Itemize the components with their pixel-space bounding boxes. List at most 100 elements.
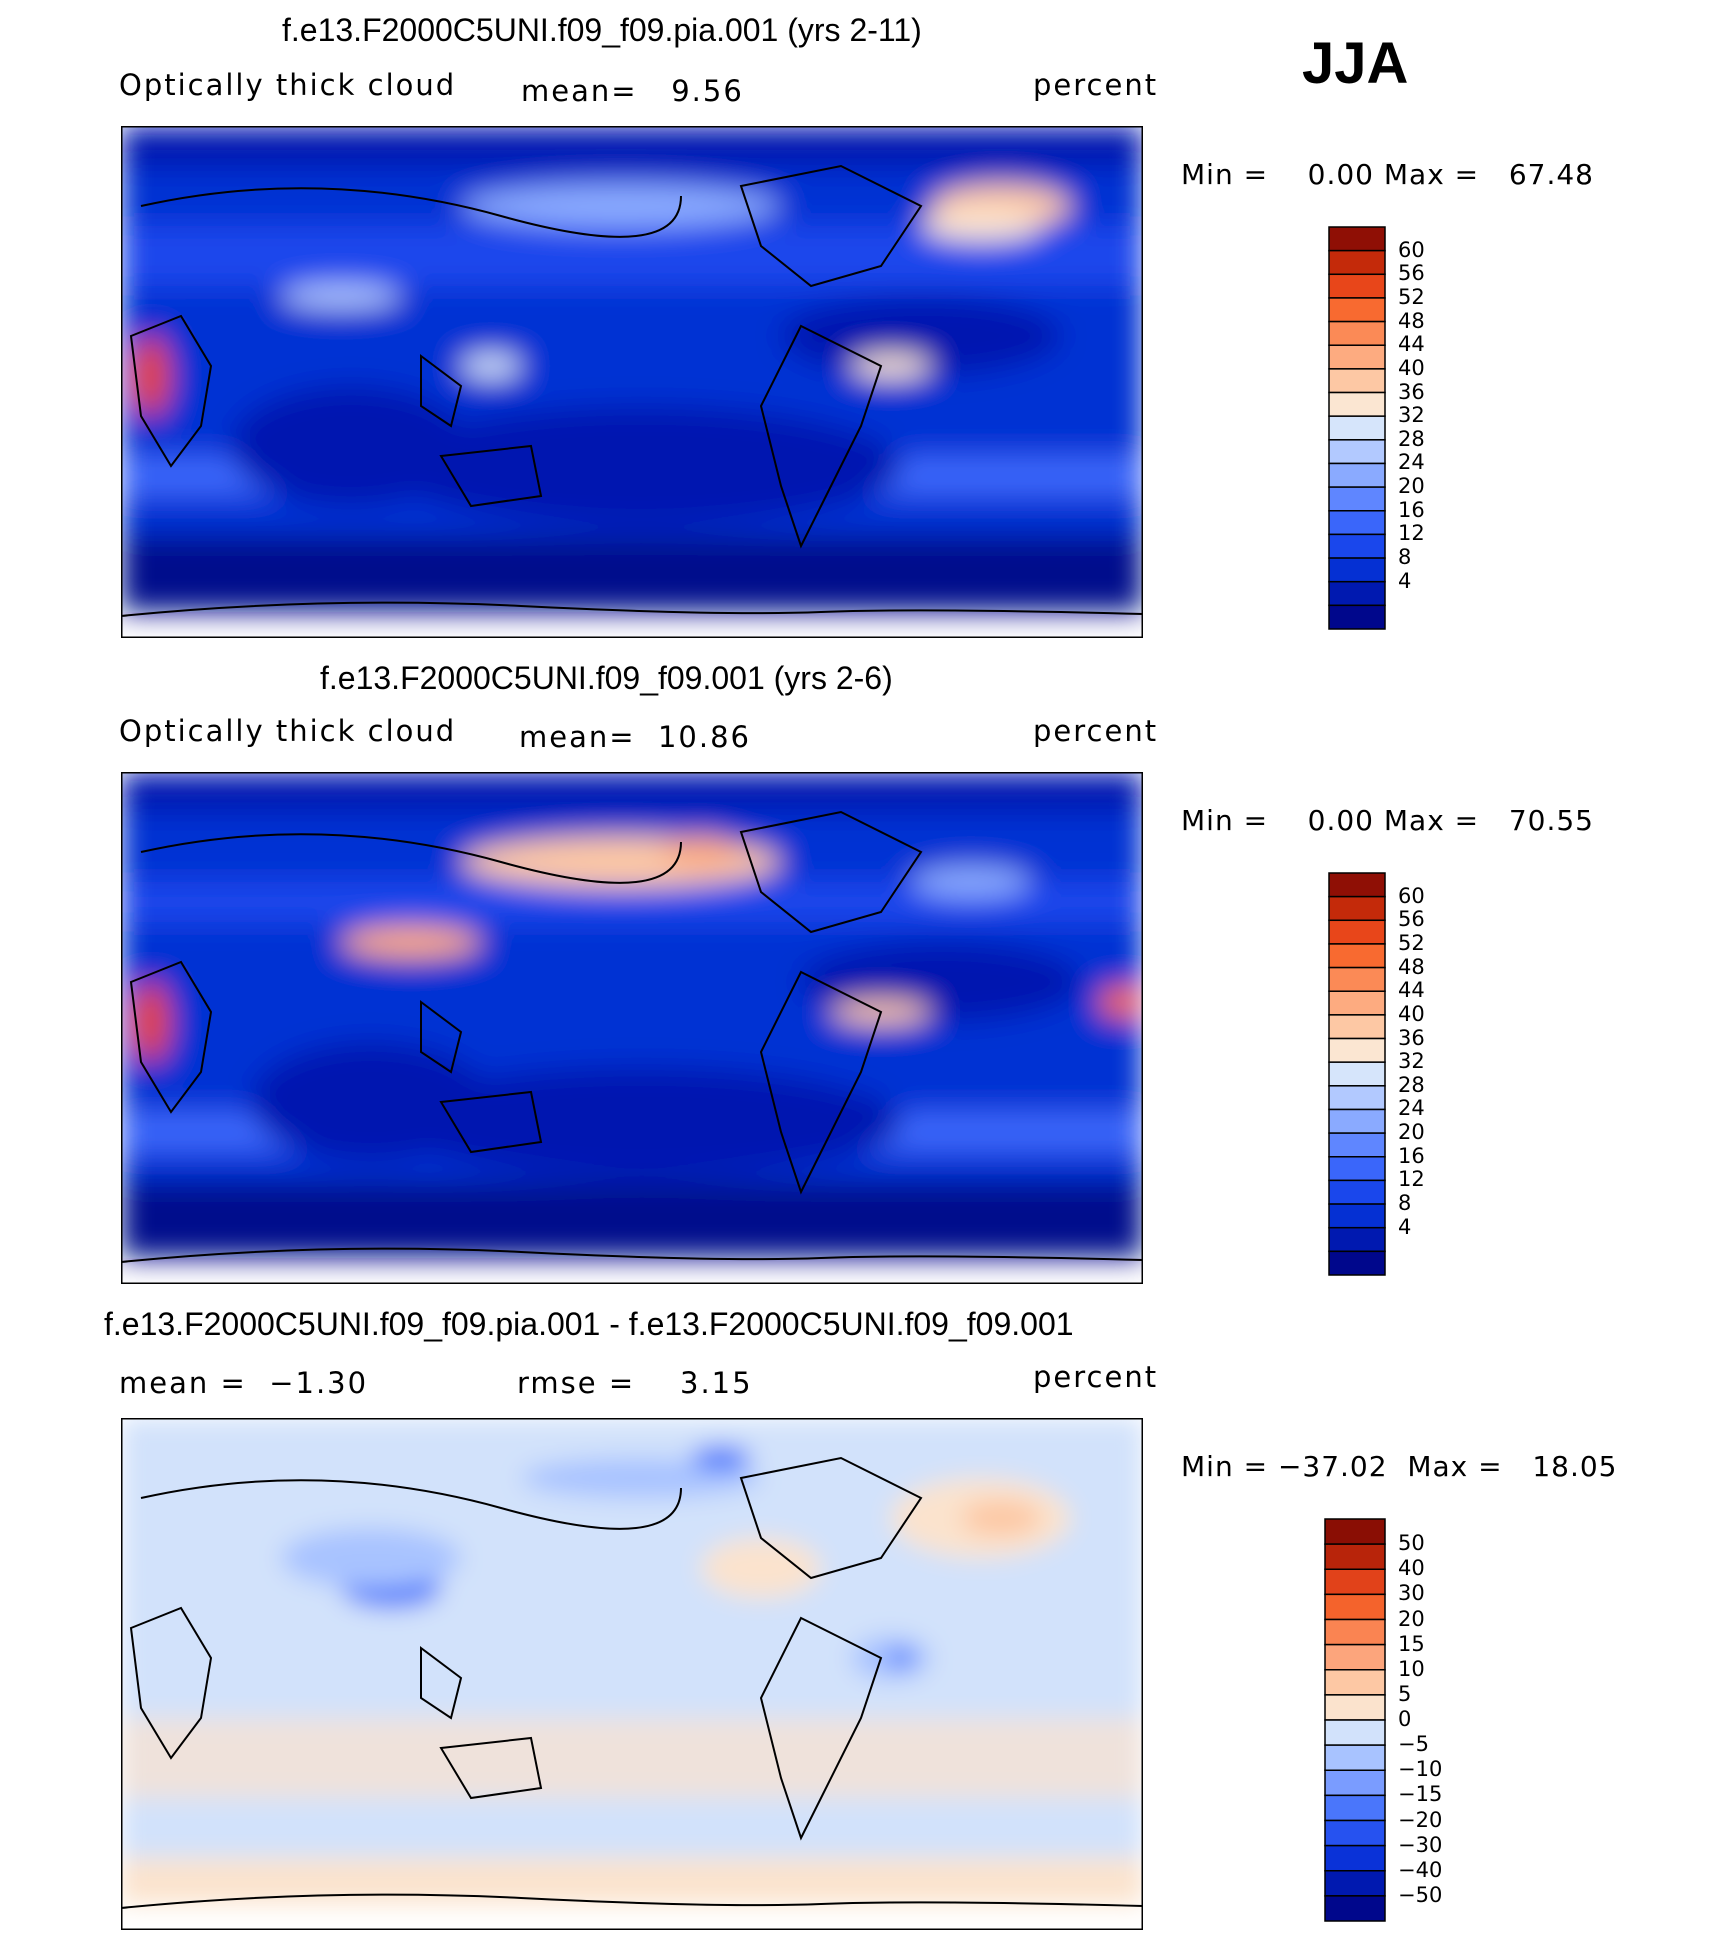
colorbar-tick-label: −50 [1398, 1882, 1443, 1907]
colorbar-tick-label: 20 [1398, 1606, 1425, 1631]
panel2-units: percent [1033, 714, 1159, 748]
colorbar-tick-label: 40 [1398, 355, 1425, 380]
colorbar-swatch [1328, 1085, 1386, 1111]
colorbar-swatch [1324, 1794, 1386, 1822]
colorbar-swatch [1328, 919, 1386, 945]
colorbar-tick-label: 40 [1398, 1556, 1425, 1581]
colorbar-tick-label: 4 [1398, 1214, 1412, 1239]
colorbar-swatch [1328, 1014, 1386, 1040]
panel1-mean: mean= 9.56 [521, 74, 744, 108]
colorbar-tick-label: 60 [1398, 237, 1425, 262]
colorbar-swatch [1328, 273, 1386, 299]
colorbar-swatch [1324, 1643, 1386, 1671]
colorbar-swatch [1324, 1618, 1386, 1646]
colorbar-tick-label: 0 [1398, 1707, 1412, 1731]
colorbar-tick-label: 16 [1398, 1143, 1425, 1168]
colorbar-tick-label: 44 [1398, 332, 1425, 357]
colorbar-swatch [1328, 1108, 1386, 1134]
colorbar-tick-label: −15 [1398, 1782, 1443, 1807]
panel1-colorbar [1328, 226, 1386, 630]
colorbar-tick-label: 30 [1398, 1581, 1425, 1606]
colorbar-swatch [1328, 297, 1386, 323]
colorbar-tick-label: 12 [1398, 1167, 1425, 1192]
colorbar-swatch [1324, 1543, 1386, 1570]
colorbar-swatch [1328, 249, 1386, 276]
season-label: JJA [1302, 31, 1409, 96]
panel1-units: percent [1033, 68, 1159, 102]
panel3-map [121, 1418, 1143, 1930]
colorbar-swatch [1328, 344, 1386, 370]
colorbar-tick-label: 56 [1398, 907, 1425, 932]
colorbar-tick-label: −5 [1398, 1732, 1429, 1757]
colorbar-swatch [1328, 391, 1386, 417]
colorbar-tick-label: 8 [1398, 545, 1412, 570]
colorbar-swatch [1324, 1895, 1386, 1922]
colorbar-tick-label: 36 [1398, 1025, 1425, 1050]
colorbar-tick-label: 44 [1398, 978, 1425, 1003]
colorbar-tick-label: 28 [1398, 1072, 1425, 1097]
colorbar-tick-label: −10 [1398, 1757, 1443, 1782]
panel1-title: f.e13.F2000C5UNI.f09_f09.pia.001 (yrs 2-… [282, 12, 922, 48]
colorbar-swatch [1328, 368, 1386, 394]
colorbar-tick-label: 15 [1398, 1631, 1425, 1656]
colorbar-tick-label: 32 [1398, 1049, 1425, 1074]
colorbar-swatch [1328, 1061, 1386, 1087]
colorbar-swatch [1328, 439, 1386, 465]
panel1-variable-label: Optically thick cloud [119, 68, 457, 102]
colorbar-swatch [1328, 1203, 1386, 1229]
panel1-minmax: Min = 0.00 Max = 67.48 [1181, 158, 1594, 191]
colorbar-tick-label: 52 [1398, 284, 1425, 309]
colorbar-swatch [1324, 1593, 1386, 1621]
colorbar-swatch [1328, 320, 1386, 346]
colorbar-tick-label: 20 [1398, 1120, 1425, 1145]
colorbar-swatch [1328, 580, 1386, 607]
colorbar-swatch [1328, 1179, 1386, 1205]
colorbar-swatch [1328, 486, 1386, 512]
colorbar-swatch [1328, 872, 1386, 898]
colorbar-tick-label: 52 [1398, 930, 1425, 955]
colorbar-swatch [1328, 462, 1386, 488]
colorbar-tick-label: 56 [1398, 261, 1425, 286]
colorbar-swatch [1324, 1844, 1386, 1872]
colorbar-tick-label: 10 [1398, 1656, 1425, 1681]
colorbar-swatch [1328, 1250, 1386, 1276]
panel2-minmax: Min = 0.00 Max = 70.55 [1181, 804, 1594, 837]
colorbar-swatch [1324, 1518, 1386, 1545]
colorbar-tick-label: −40 [1398, 1857, 1443, 1882]
panel2-variable-label: Optically thick cloud [119, 714, 457, 748]
panel2-title: f.e13.F2000C5UNI.f09_f09.001 (yrs 2-6) [320, 660, 893, 696]
colorbar-tick-label: 12 [1398, 521, 1425, 546]
panel1-map [121, 126, 1143, 638]
colorbar-swatch [1328, 557, 1386, 583]
colorbar-swatch [1328, 990, 1386, 1016]
colorbar-swatch [1328, 226, 1386, 252]
panel3-colorbar [1324, 1518, 1386, 1922]
colorbar-tick-label: 36 [1398, 379, 1425, 404]
colorbar-swatch [1328, 510, 1386, 536]
colorbar-swatch [1324, 1568, 1386, 1596]
colorbar-tick-label: 48 [1398, 954, 1425, 979]
colorbar-tick-label: 16 [1398, 497, 1425, 522]
colorbar-swatch [1328, 415, 1386, 441]
panel3-mean: mean = −1.30 [119, 1366, 369, 1400]
panel3-minmax: Min = −37.02 Max = 18.05 [1181, 1450, 1618, 1483]
colorbar-tick-label: 60 [1398, 883, 1425, 908]
panel3-rmse: rmse = 3.15 [517, 1366, 753, 1400]
panel2-mean: mean= 10.86 [519, 720, 751, 754]
panel3-units: percent [1033, 1360, 1159, 1394]
colorbar-tick-label: 24 [1398, 1096, 1425, 1121]
colorbar-tick-label: −20 [1398, 1807, 1443, 1832]
colorbar-tick-label: 5 [1398, 1681, 1412, 1706]
colorbar-tick-label: 48 [1398, 308, 1425, 333]
colorbar-swatch [1324, 1719, 1386, 1746]
colorbar-swatch [1328, 943, 1386, 969]
panel2-colorbar [1328, 872, 1386, 1276]
colorbar-tick-label: 50 [1398, 1531, 1425, 1556]
colorbar-tick-label: 28 [1398, 426, 1425, 451]
colorbar-swatch [1328, 895, 1386, 922]
colorbar-swatch [1324, 1694, 1386, 1721]
colorbar-swatch [1328, 966, 1386, 992]
panel2-map [121, 772, 1143, 1284]
colorbar-swatch [1324, 1819, 1386, 1847]
colorbar-swatch [1328, 1037, 1386, 1063]
